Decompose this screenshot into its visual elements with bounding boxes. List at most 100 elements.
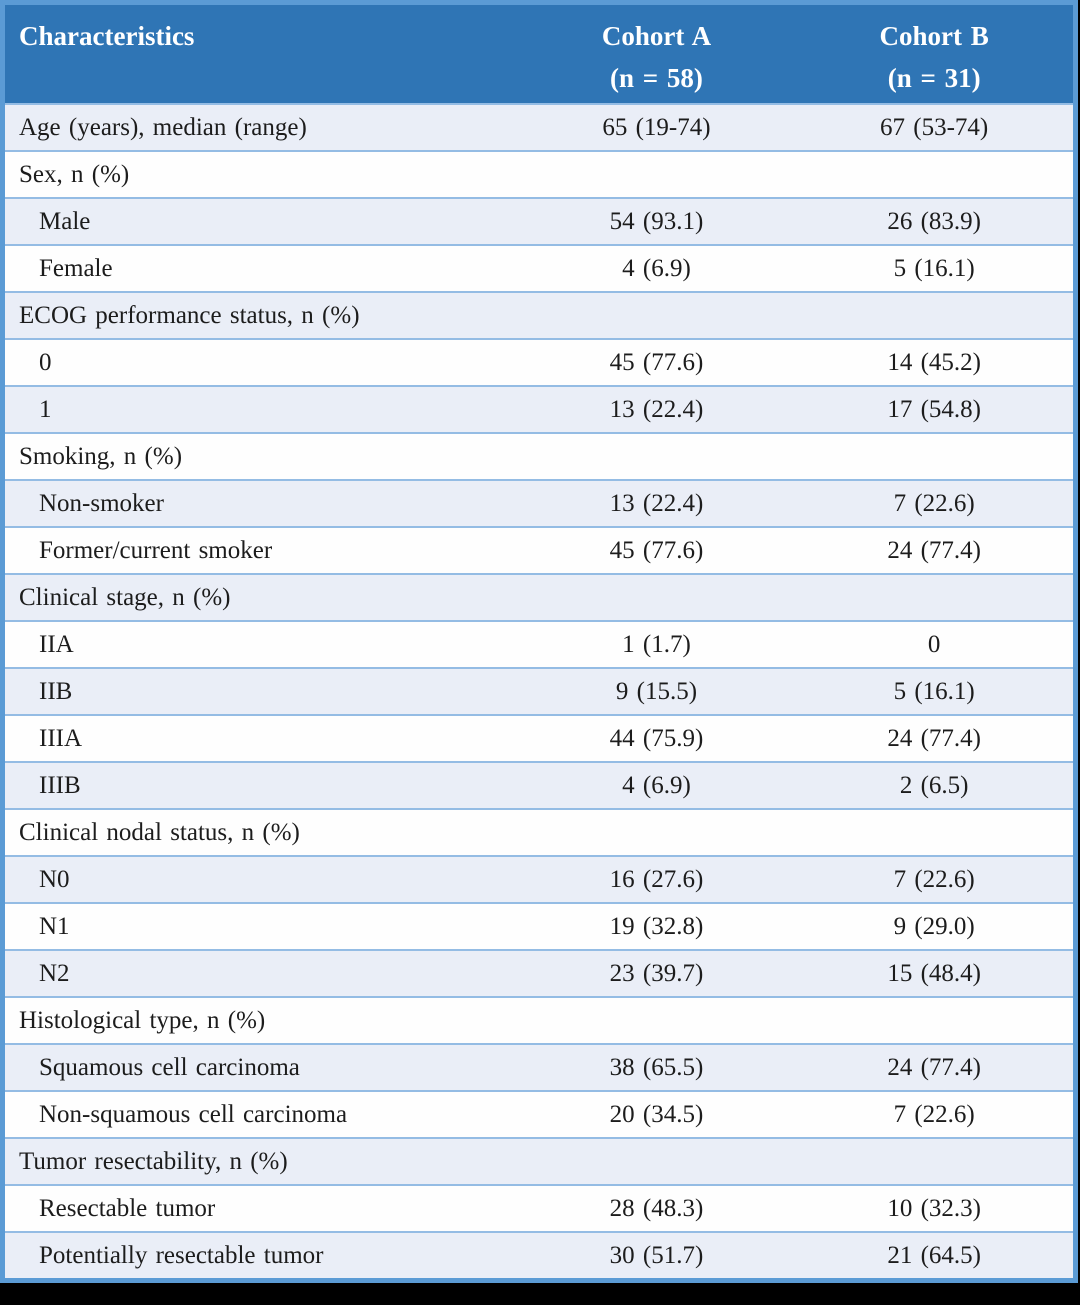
row-label: Squamous cell carcinoma bbox=[5, 1043, 518, 1091]
table-row: Sex, n (%) bbox=[5, 150, 1073, 198]
table-row: N1 19 (32.8) 9 (29.0) bbox=[5, 902, 1073, 950]
cohort-a-value bbox=[517, 996, 796, 1044]
cohort-a-value: 13 (22.4) bbox=[517, 385, 796, 433]
table-row: Squamous cell carcinoma 38 (65.5) 24 (77.4… bbox=[5, 1043, 1073, 1091]
cohort-a-value: 44 (75.9) bbox=[517, 714, 796, 762]
cohort-b-value: 7 (22.6) bbox=[795, 1090, 1073, 1138]
row-label: N2 bbox=[5, 949, 518, 997]
row-label: Tumor resectability, n (%) bbox=[5, 1137, 518, 1185]
table-row: N2 23 (39.7) 15 (48.4) bbox=[5, 949, 1073, 997]
cohort-b-value bbox=[795, 291, 1073, 339]
cohort-b-n: (n = 31) bbox=[887, 63, 981, 93]
table-row: Resectable tumor 28 (48.3) 10 (32.3) bbox=[5, 1184, 1073, 1232]
cohort-b-value: 7 (22.6) bbox=[795, 855, 1073, 903]
cohort-b-value: 0 bbox=[795, 620, 1073, 668]
row-label: Histological type, n (%) bbox=[5, 996, 518, 1044]
row-label: Clinical stage, n (%) bbox=[5, 573, 518, 621]
cohort-b-value bbox=[795, 1137, 1073, 1185]
cohort-b-value: 24 (77.4) bbox=[795, 714, 1073, 762]
table-row: N0 16 (27.6) 7 (22.6) bbox=[5, 855, 1073, 903]
table-row: Smoking, n (%) bbox=[5, 432, 1073, 480]
cohort-b-value: 10 (32.3) bbox=[795, 1184, 1073, 1232]
cohort-a-value: 30 (51.7) bbox=[517, 1231, 796, 1278]
cohort-a-value: 38 (65.5) bbox=[517, 1043, 796, 1091]
cohort-b-value bbox=[795, 808, 1073, 856]
row-label: Non-smoker bbox=[5, 479, 518, 527]
row-label: 1 bbox=[5, 385, 518, 433]
cohort-a-n: (n = 58) bbox=[610, 63, 703, 93]
cohort-a-value: 54 (93.1) bbox=[517, 197, 796, 245]
cohort-b-value: 24 (77.4) bbox=[795, 526, 1073, 574]
cohort-a-value: 16 (27.6) bbox=[517, 855, 796, 903]
row-label: Resectable tumor bbox=[5, 1184, 518, 1232]
cohort-a-value: 4 (6.9) bbox=[517, 244, 796, 292]
cohort-a-value: 28 (48.3) bbox=[517, 1184, 796, 1232]
cohort-b-value: 5 (16.1) bbox=[795, 244, 1073, 292]
cohort-a-value bbox=[517, 150, 796, 198]
cohort-a-value bbox=[517, 808, 796, 856]
cohort-a-value: 20 (34.5) bbox=[517, 1090, 796, 1138]
header-cohort-b: Cohort B (n = 31) bbox=[795, 5, 1073, 104]
table-row: IIA 1 (1.7) 0 bbox=[5, 620, 1073, 668]
cohort-a-value bbox=[517, 1137, 796, 1185]
table-row: Clinical nodal status, n (%) bbox=[5, 808, 1073, 856]
cohort-a-value: 4 (6.9) bbox=[517, 761, 796, 809]
header-characteristics-label: Characteristics bbox=[19, 21, 195, 51]
cohort-a-value: 9 (15.5) bbox=[517, 667, 796, 715]
table-row: Potentially resectable tumor 30 (51.7) 21 … bbox=[5, 1231, 1073, 1278]
cohort-b-value: 26 (83.9) bbox=[795, 197, 1073, 245]
cohort-b-value: 7 (22.6) bbox=[795, 479, 1073, 527]
cohort-a-value: 65 (19-74) bbox=[517, 103, 796, 151]
row-label: 0 bbox=[5, 338, 518, 386]
header-characteristics: Characteristics bbox=[5, 5, 518, 104]
table-row: Histological type, n (%) bbox=[5, 996, 1073, 1044]
row-label: Potentially resectable tumor bbox=[5, 1231, 518, 1278]
row-label: Sex, n (%) bbox=[5, 150, 518, 198]
row-label: Male bbox=[5, 197, 518, 245]
table-row: Age (years), median (range) 65 (19-74) 67 … bbox=[5, 103, 1073, 151]
table-header: Characteristics Cohort A (n = 58) Cohort… bbox=[5, 5, 1073, 104]
cohort-b-value: 14 (45.2) bbox=[795, 338, 1073, 386]
row-label: Smoking, n (%) bbox=[5, 432, 518, 480]
row-label: N0 bbox=[5, 855, 518, 903]
cohort-b-value bbox=[795, 573, 1073, 621]
cohort-b-value: 2 (6.5) bbox=[795, 761, 1073, 809]
row-label: IIB bbox=[5, 667, 518, 715]
cohort-b-title: Cohort B bbox=[879, 21, 989, 51]
row-label: Clinical nodal status, n (%) bbox=[5, 808, 518, 856]
cohort-a-value: 45 (77.6) bbox=[517, 338, 796, 386]
cohort-a-value bbox=[517, 573, 796, 621]
table-row: IIB 9 (15.5) 5 (16.1) bbox=[5, 667, 1073, 715]
cohort-a-value bbox=[517, 291, 796, 339]
row-label: Age (years), median (range) bbox=[5, 103, 518, 151]
table-row: Female 4 (6.9) 5 (16.1) bbox=[5, 244, 1073, 292]
table-row: Non-smoker 13 (22.4) 7 (22.6) bbox=[5, 479, 1073, 527]
table-row: 1 13 (22.4) 17 (54.8) bbox=[5, 385, 1073, 433]
row-label: IIA bbox=[5, 620, 518, 668]
cohort-b-value: 67 (53-74) bbox=[795, 103, 1073, 151]
table-row: IIIB 4 (6.9) 2 (6.5) bbox=[5, 761, 1073, 809]
cohort-a-value: 23 (39.7) bbox=[517, 949, 796, 997]
cohort-b-value: 5 (16.1) bbox=[795, 667, 1073, 715]
table-row: ECOG performance status, n (%) bbox=[5, 291, 1073, 339]
cohort-b-value bbox=[795, 996, 1073, 1044]
header-row: Characteristics Cohort A (n = 58) Cohort… bbox=[5, 5, 1073, 104]
row-label: ECOG performance status, n (%) bbox=[5, 291, 518, 339]
row-label: N1 bbox=[5, 902, 518, 950]
cohort-a-title: Cohort A bbox=[601, 21, 712, 51]
cohort-b-value: 24 (77.4) bbox=[795, 1043, 1073, 1091]
cohort-b-value: 9 (29.0) bbox=[795, 902, 1073, 950]
row-label: IIIB bbox=[5, 761, 518, 809]
table-row: Tumor resectability, n (%) bbox=[5, 1137, 1073, 1185]
cohort-b-value: 15 (48.4) bbox=[795, 949, 1073, 997]
cohort-a-value: 19 (32.8) bbox=[517, 902, 796, 950]
row-label: Non-squamous cell carcinoma bbox=[5, 1090, 518, 1138]
header-cohort-a: Cohort A (n = 58) bbox=[517, 5, 796, 104]
cohort-b-value bbox=[795, 150, 1073, 198]
table-row: 0 45 (77.6) 14 (45.2) bbox=[5, 338, 1073, 386]
cohort-b-value bbox=[795, 432, 1073, 480]
table-row: IIIA 44 (75.9) 24 (77.4) bbox=[5, 714, 1073, 762]
row-label: Female bbox=[5, 244, 518, 292]
table-row: Non-squamous cell carcinoma 20 (34.5) 7 (2… bbox=[5, 1090, 1073, 1138]
table-row: Male 54 (93.1) 26 (83.9) bbox=[5, 197, 1073, 245]
